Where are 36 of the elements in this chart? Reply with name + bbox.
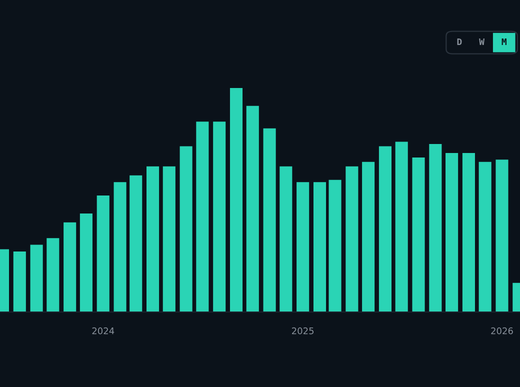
text: M bbox=[502, 38, 506, 46]
bar bbox=[13, 252, 26, 312]
bar bbox=[412, 157, 425, 312]
bar bbox=[362, 162, 375, 312]
bar bbox=[230, 88, 243, 312]
bar bbox=[80, 213, 92, 312]
x-tick-label: 2024 bbox=[92, 327, 114, 334]
bar bbox=[395, 142, 408, 312]
bar bbox=[246, 106, 259, 312]
bar bbox=[213, 122, 226, 312]
bar bbox=[114, 182, 126, 312]
bar bbox=[296, 182, 310, 312]
x-tick-label: 2026 bbox=[491, 327, 513, 334]
bar bbox=[30, 244, 43, 312]
bar bbox=[462, 152, 475, 312]
bar bbox=[64, 222, 76, 312]
bar bbox=[46, 238, 60, 312]
bar bbox=[96, 196, 110, 312]
bar bbox=[263, 128, 276, 312]
text: D bbox=[457, 38, 462, 46]
bar bbox=[378, 146, 392, 312]
x-tick-label: 2025 bbox=[292, 327, 314, 334]
bar bbox=[328, 180, 342, 312]
bar bbox=[162, 166, 176, 312]
text: W bbox=[479, 38, 484, 46]
bar bbox=[130, 175, 142, 312]
bar bbox=[146, 166, 160, 312]
bar bbox=[429, 144, 442, 312]
bar bbox=[496, 160, 508, 312]
bar bbox=[280, 166, 292, 312]
bar bbox=[446, 152, 458, 312]
bar bbox=[196, 122, 209, 312]
bar bbox=[478, 162, 492, 312]
bar bbox=[180, 146, 192, 312]
bar bbox=[313, 182, 326, 312]
bar bbox=[346, 166, 358, 312]
